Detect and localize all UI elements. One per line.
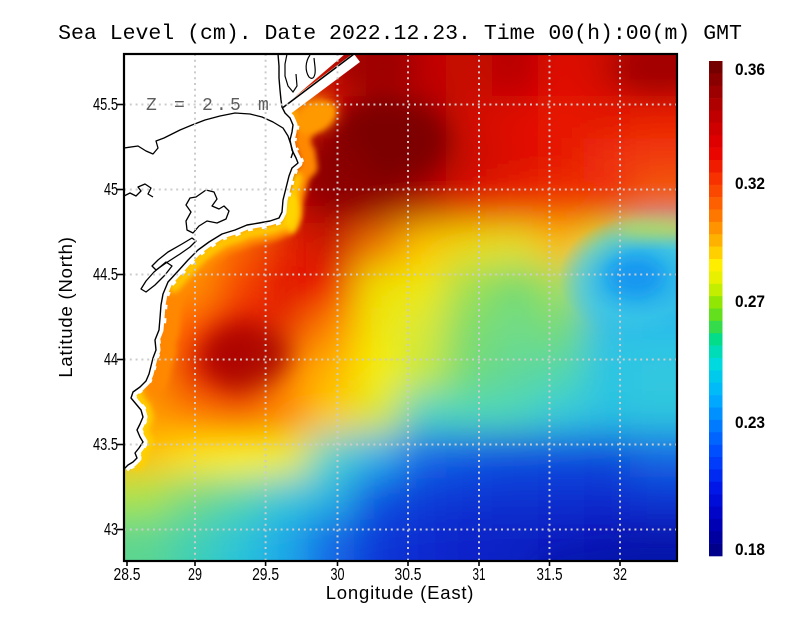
svg-text:45: 45 [104,179,118,199]
svg-text:0.18: 0.18 [735,540,765,559]
svg-text:44: 44 [104,349,118,369]
svg-text:0.32: 0.32 [735,174,765,193]
svg-text:28.5: 28.5 [114,564,141,584]
svg-text:43: 43 [104,519,118,539]
svg-text:Z = 2.5 m: Z = 2.5 m [146,96,272,116]
svg-text:0.36: 0.36 [735,60,765,79]
svg-text:31.5: 31.5 [537,564,563,584]
svg-text:31: 31 [473,564,486,584]
svg-text:30: 30 [331,564,345,584]
svg-text:29: 29 [188,564,202,584]
svg-text:29.5: 29.5 [252,564,279,584]
svg-text:Latitude (North): Latitude (North) [55,236,76,377]
svg-text:43.5: 43.5 [93,434,118,454]
svg-text:44.5: 44.5 [93,264,118,284]
svg-text:0.27: 0.27 [735,292,765,311]
svg-text:30.5: 30.5 [395,564,422,584]
svg-text:32: 32 [613,564,627,584]
svg-text:Longitude (East): Longitude (East) [326,582,475,603]
svg-text:45.5: 45.5 [93,94,118,114]
svg-text:0.23: 0.23 [735,413,765,432]
svg-text:Sea Level (cm). Date 2022.12.2: Sea Level (cm). Date 2022.12.23. Time 00… [58,22,742,46]
